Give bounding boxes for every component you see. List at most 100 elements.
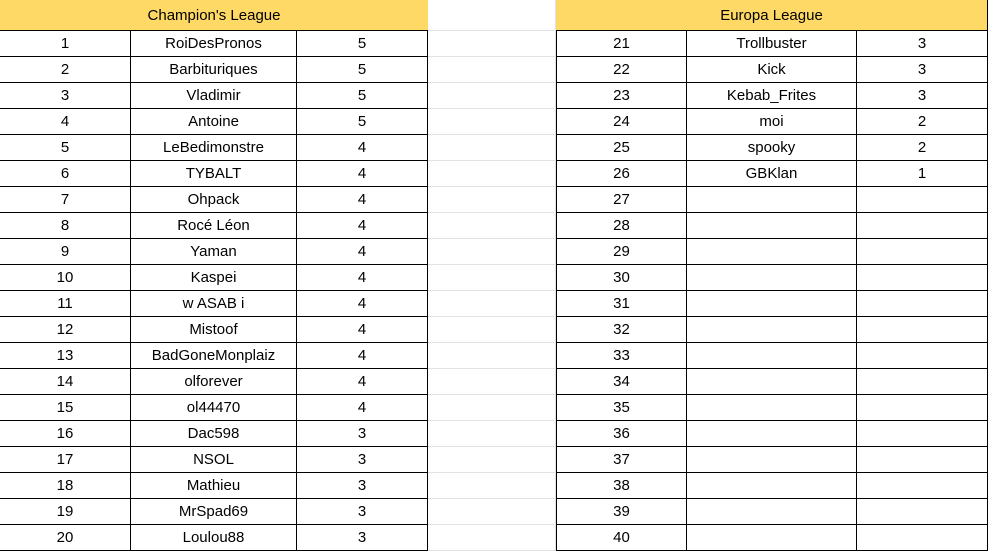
points-cell: 3 — [297, 421, 428, 447]
name-cell: NSOL — [131, 447, 297, 473]
rank-cell: 23 — [556, 83, 687, 109]
rank-cell: 10 — [0, 265, 131, 291]
name-cell: Kaspei — [131, 265, 297, 291]
name-cell: Antoine — [131, 109, 297, 135]
rank-cell: 15 — [0, 395, 131, 421]
name-cell: BadGoneMonplaiz — [131, 343, 297, 369]
name-cell: ol44470 — [131, 395, 297, 421]
rank-cell: 18 — [0, 473, 131, 499]
points-cell: 3 — [297, 525, 428, 551]
rank-cell: 17 — [0, 447, 131, 473]
points-cell: 2 — [857, 109, 988, 135]
empty-cell — [428, 135, 556, 161]
rank-cell: 14 — [0, 369, 131, 395]
points-cell — [857, 447, 988, 473]
name-cell — [687, 473, 857, 499]
empty-cell — [428, 447, 556, 473]
empty-cell — [428, 109, 556, 135]
rank-cell: 37 — [556, 447, 687, 473]
rank-cell: 21 — [556, 31, 687, 57]
points-cell — [857, 369, 988, 395]
rank-cell: 31 — [556, 291, 687, 317]
name-cell: Kick — [687, 57, 857, 83]
name-cell: Mistoof — [131, 317, 297, 343]
name-cell: Trollbuster — [687, 31, 857, 57]
rank-cell: 2 — [0, 57, 131, 83]
name-cell — [687, 265, 857, 291]
name-cell — [687, 291, 857, 317]
empty-cell — [428, 83, 556, 109]
empty-cell — [428, 369, 556, 395]
points-cell — [857, 213, 988, 239]
rank-cell: 40 — [556, 525, 687, 551]
name-cell — [687, 343, 857, 369]
points-cell — [857, 187, 988, 213]
name-cell: w ASAB i — [131, 291, 297, 317]
name-cell: Kebab_Frites — [687, 83, 857, 109]
points-cell: 3 — [297, 447, 428, 473]
name-cell — [687, 317, 857, 343]
points-cell: 4 — [297, 135, 428, 161]
empty-cell — [428, 239, 556, 265]
name-cell — [687, 213, 857, 239]
rank-cell: 6 — [0, 161, 131, 187]
table-header: Europa League — [556, 0, 988, 31]
empty-cell — [428, 161, 556, 187]
points-cell — [857, 395, 988, 421]
empty-cell — [428, 421, 556, 447]
rank-cell: 11 — [0, 291, 131, 317]
rank-cell: 35 — [556, 395, 687, 421]
rank-cell: 33 — [556, 343, 687, 369]
points-cell: 4 — [297, 291, 428, 317]
empty-cell — [428, 317, 556, 343]
name-cell — [687, 499, 857, 525]
points-cell — [857, 265, 988, 291]
rank-cell: 20 — [0, 525, 131, 551]
points-cell: 3 — [857, 31, 988, 57]
name-cell: LeBedimonstre — [131, 135, 297, 161]
name-cell — [687, 395, 857, 421]
points-cell: 4 — [297, 265, 428, 291]
empty-cell — [428, 343, 556, 369]
name-cell: moi — [687, 109, 857, 135]
rank-cell: 13 — [0, 343, 131, 369]
points-cell: 5 — [297, 57, 428, 83]
points-cell: 3 — [857, 57, 988, 83]
points-cell — [857, 473, 988, 499]
empty-cell — [428, 31, 556, 57]
empty-cell — [428, 57, 556, 83]
table-header: Champion's League — [0, 0, 428, 31]
empty-cell — [428, 213, 556, 239]
rank-cell: 30 — [556, 265, 687, 291]
empty-cell — [428, 525, 556, 551]
rank-cell: 25 — [556, 135, 687, 161]
rank-cell: 9 — [0, 239, 131, 265]
name-cell: spooky — [687, 135, 857, 161]
points-cell: 5 — [297, 83, 428, 109]
points-cell: 4 — [297, 187, 428, 213]
name-cell: Barbituriques — [131, 57, 297, 83]
rank-cell: 22 — [556, 57, 687, 83]
empty-cell — [428, 395, 556, 421]
name-cell: Loulou88 — [131, 525, 297, 551]
empty-cell — [428, 291, 556, 317]
rank-cell: 8 — [0, 213, 131, 239]
rank-cell: 36 — [556, 421, 687, 447]
rank-cell: 38 — [556, 473, 687, 499]
rank-cell: 34 — [556, 369, 687, 395]
points-cell — [857, 343, 988, 369]
rank-cell: 4 — [0, 109, 131, 135]
rank-cell: 16 — [0, 421, 131, 447]
points-cell: 3 — [297, 473, 428, 499]
name-cell — [687, 525, 857, 551]
name-cell: Rocé Léon — [131, 213, 297, 239]
points-cell — [857, 317, 988, 343]
name-cell: RoiDesPronos — [131, 31, 297, 57]
empty-cell — [428, 473, 556, 499]
rank-cell: 19 — [0, 499, 131, 525]
points-cell: 5 — [297, 109, 428, 135]
points-cell: 4 — [297, 369, 428, 395]
points-cell: 4 — [297, 239, 428, 265]
points-cell — [857, 291, 988, 317]
